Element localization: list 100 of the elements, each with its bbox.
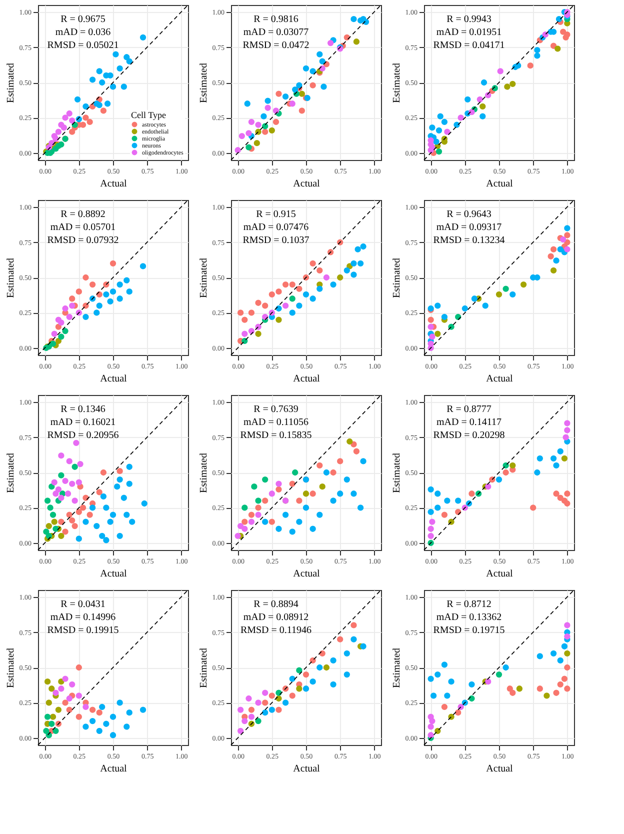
point	[468, 490, 475, 497]
annotation: R = 0.8777	[446, 404, 492, 415]
point	[124, 54, 130, 60]
point	[564, 232, 570, 238]
point	[323, 469, 330, 476]
point	[82, 518, 89, 525]
y-axis-title: Estimated	[5, 258, 16, 298]
point	[350, 622, 357, 628]
point	[58, 334, 64, 340]
point	[502, 286, 509, 292]
point	[251, 484, 258, 490]
point	[536, 653, 543, 660]
point	[248, 706, 255, 713]
point	[51, 132, 58, 140]
point	[327, 40, 334, 46]
point	[564, 500, 570, 507]
point	[310, 296, 316, 302]
point	[350, 490, 357, 497]
point	[255, 122, 262, 128]
point	[298, 108, 305, 114]
point	[248, 720, 255, 727]
point	[434, 490, 441, 497]
point	[89, 718, 96, 724]
point	[436, 127, 442, 134]
point	[350, 16, 357, 22]
point	[323, 274, 330, 281]
point	[100, 108, 107, 114]
point	[52, 728, 59, 734]
point	[320, 84, 327, 90]
point	[506, 686, 513, 692]
point	[316, 512, 323, 518]
point	[337, 274, 344, 281]
point	[353, 448, 360, 454]
point	[480, 79, 488, 86]
x-axis-title: Actual	[293, 764, 320, 774]
point	[564, 246, 570, 252]
point	[116, 700, 123, 706]
x-axis-title: Actual	[486, 178, 514, 190]
point	[82, 724, 89, 730]
point	[544, 692, 550, 699]
point	[107, 518, 114, 525]
point	[296, 82, 302, 88]
point	[94, 310, 100, 316]
annotation: mAD = 0.09317	[436, 222, 502, 233]
point	[248, 118, 255, 126]
point	[310, 82, 316, 88]
point	[296, 518, 302, 525]
annotation: R = 0.9943	[446, 14, 492, 25]
point	[350, 260, 357, 266]
point	[462, 305, 468, 312]
point	[99, 704, 106, 710]
point	[298, 90, 305, 97]
point	[246, 144, 252, 150]
annotation: R = 0.0431	[60, 599, 106, 610]
point	[46, 700, 52, 706]
annotation: R = 0.8894	[254, 599, 298, 610]
y-axis-title: Estimated	[198, 63, 210, 103]
point	[126, 480, 132, 487]
point	[110, 288, 116, 295]
point	[553, 258, 560, 264]
point	[302, 490, 310, 497]
point	[515, 62, 522, 69]
point	[66, 706, 72, 713]
point	[69, 480, 76, 487]
point	[360, 643, 366, 650]
annotation: RMSD = 0.19715	[433, 625, 505, 636]
point	[454, 122, 460, 128]
point	[510, 690, 516, 696]
point	[62, 676, 68, 682]
point	[255, 498, 262, 504]
point	[110, 512, 116, 518]
annotation: mAD = 0.01951	[436, 27, 502, 38]
point	[82, 314, 89, 320]
point	[69, 517, 76, 524]
point	[353, 38, 360, 45]
annotation: R = 0.9643	[446, 209, 492, 220]
point	[103, 720, 110, 727]
point	[55, 706, 62, 713]
point	[62, 528, 68, 535]
point	[46, 522, 52, 530]
point	[89, 706, 96, 713]
point	[520, 281, 527, 288]
point	[58, 472, 64, 478]
point	[116, 476, 123, 483]
point	[550, 267, 557, 274]
point	[124, 512, 130, 518]
point	[536, 455, 543, 462]
point	[110, 260, 116, 266]
x-axis-title: Actual	[100, 178, 128, 190]
annotation: R = 0.9816	[254, 14, 298, 25]
point	[564, 490, 570, 497]
point	[441, 314, 448, 320]
point	[76, 714, 82, 720]
annotation: RMSD = 0.05021	[47, 40, 119, 51]
point	[564, 32, 570, 38]
point	[82, 274, 89, 281]
point	[485, 92, 492, 98]
point	[428, 724, 434, 730]
point	[248, 512, 255, 518]
point	[242, 718, 248, 724]
